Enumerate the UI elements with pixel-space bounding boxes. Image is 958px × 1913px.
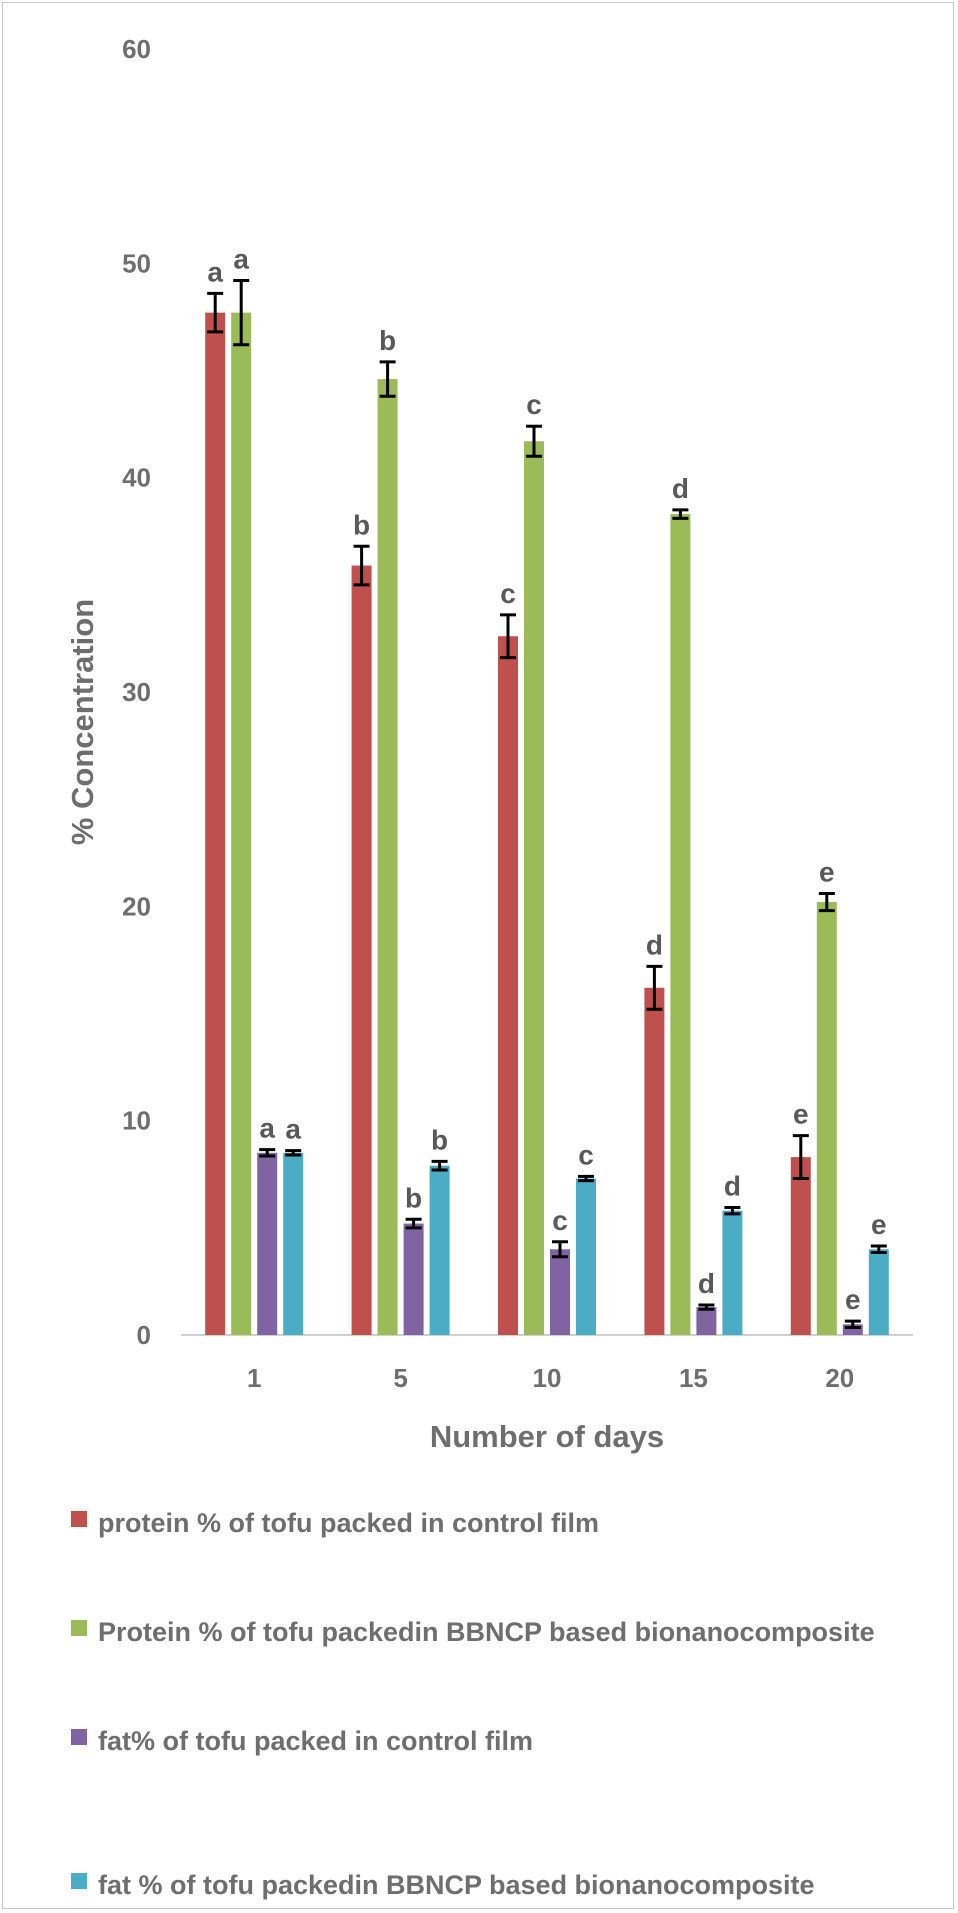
x-tick-label: 1: [247, 1363, 261, 1393]
x-tick-label: 15: [679, 1363, 708, 1393]
y-tick-label: 40: [122, 463, 151, 493]
significance-letter: b: [405, 1182, 422, 1213]
significance-letter: c: [552, 1205, 568, 1236]
significance-letter: d: [672, 473, 689, 504]
x-axis-title: Number of days: [430, 1419, 664, 1454]
legend-swatch: [71, 1620, 87, 1636]
x-tick-label: 10: [533, 1363, 562, 1393]
bar: [868, 1249, 889, 1335]
bar: [696, 1307, 717, 1335]
legend-swatch: [71, 1873, 87, 1889]
bar: [842, 1324, 863, 1335]
significance-letter: a: [233, 243, 249, 274]
bar: [377, 379, 398, 1335]
y-tick-label: 0: [137, 1320, 151, 1350]
legend-swatch: [71, 1729, 87, 1745]
legend-label: protein % of tofu packed in control film: [98, 1508, 600, 1538]
legend-label: fat % of tofu packedin BBNCP based biona…: [98, 1870, 815, 1900]
y-tick-label: 30: [122, 677, 151, 707]
significance-letter: e: [845, 1284, 861, 1315]
legend-label: Protein % of tofu packedin BBNCP based b…: [98, 1617, 875, 1647]
bar: [257, 1152, 278, 1335]
significance-letter: b: [431, 1124, 448, 1155]
significance-letter: d: [646, 929, 663, 960]
significance-letter: e: [871, 1209, 887, 1240]
bar: [429, 1165, 450, 1335]
y-tick-label: 50: [122, 248, 151, 278]
significance-letter: b: [379, 325, 396, 356]
bar: [550, 1249, 570, 1335]
bar: [722, 1210, 743, 1335]
significance-letter: d: [724, 1170, 741, 1201]
y-tick-label: 60: [122, 34, 151, 64]
bar: [524, 441, 544, 1336]
legend-swatch: [71, 1511, 87, 1527]
bar: [231, 312, 252, 1335]
significance-letter: a: [285, 1114, 301, 1145]
bar: [498, 636, 518, 1335]
significance-letter: e: [819, 856, 835, 887]
y-tick-label: 10: [122, 1106, 151, 1136]
legend-item-protein-bbncp: Protein % of tofu packedin BBNCP based b…: [71, 1612, 928, 1652]
bar: [351, 565, 372, 1335]
bar: [576, 1178, 596, 1335]
x-tick-label: 20: [825, 1363, 854, 1393]
y-tick-label: 20: [122, 891, 151, 921]
bar: [790, 1157, 811, 1335]
bar: [403, 1223, 424, 1335]
legend-item-fat-control: fat% of tofu packed in control film: [71, 1721, 928, 1761]
legend-item-protein-control: protein % of tofu packed in control film: [71, 1503, 928, 1543]
legend-label: fat% of tofu packed in control film: [98, 1726, 534, 1756]
significance-letter: a: [259, 1113, 275, 1144]
bar: [816, 902, 837, 1335]
bar: [283, 1152, 304, 1335]
x-tick-label: 5: [393, 1363, 407, 1393]
significance-letter: d: [698, 1268, 715, 1299]
significance-letter: e: [793, 1099, 809, 1130]
significance-letter: b: [353, 509, 370, 540]
y-axis-title: % Concentration: [65, 599, 100, 845]
significance-letter: c: [500, 578, 516, 609]
bar: [205, 312, 226, 1335]
significance-letter: a: [207, 256, 223, 287]
legend-item-fat-bbncp: fat % of tofu packedin BBNCP based biona…: [71, 1865, 928, 1905]
bar: [670, 514, 691, 1335]
bar: [644, 987, 665, 1335]
significance-letter: c: [526, 389, 542, 420]
significance-letter: c: [578, 1139, 594, 1170]
